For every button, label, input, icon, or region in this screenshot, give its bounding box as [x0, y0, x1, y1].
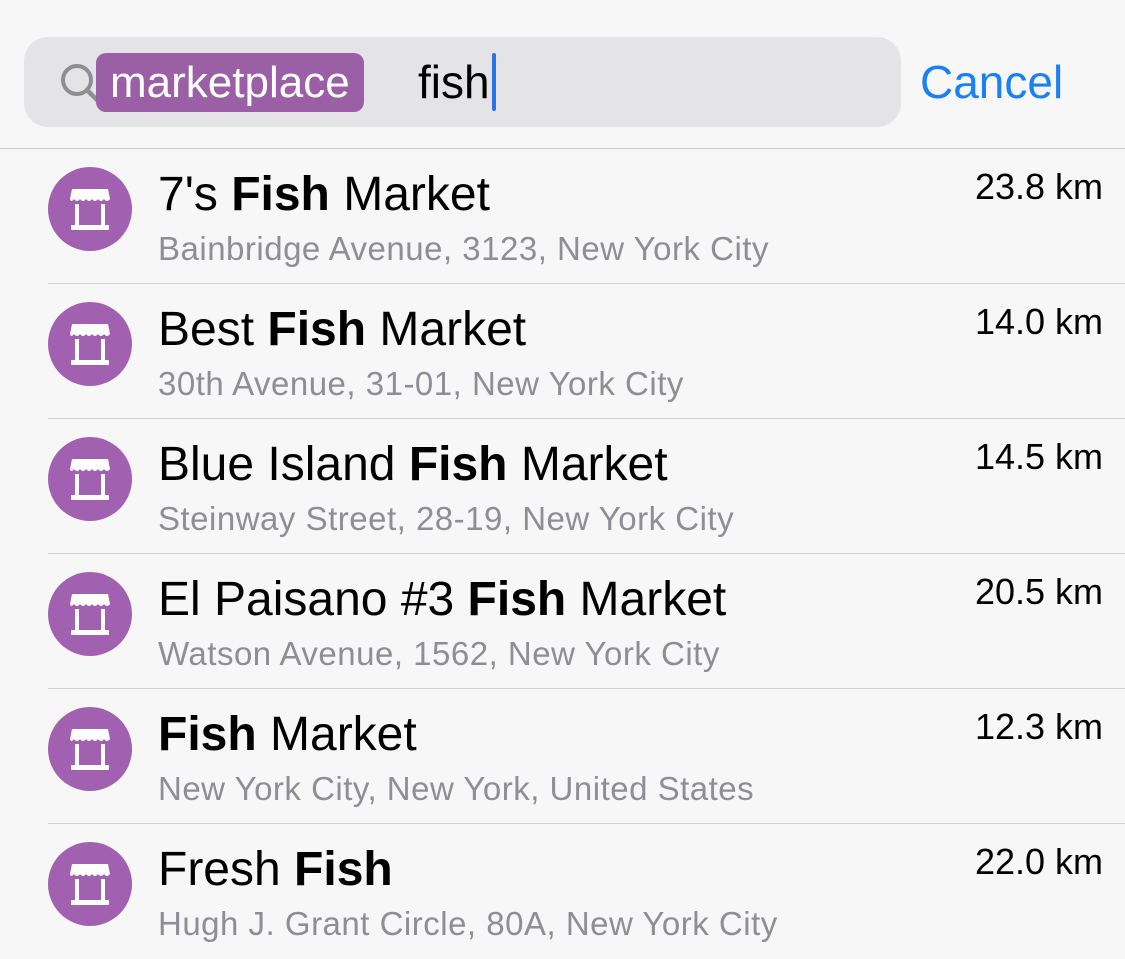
market-stall-icon — [70, 189, 110, 230]
market-stall-icon — [70, 729, 110, 770]
category-badge — [48, 302, 132, 386]
place-address: Steinway Street, 28-19, New York City — [158, 500, 735, 537]
cancel-button[interactable]: Cancel — [920, 56, 1064, 108]
result-row[interactable]: El Paisano #3 Fish Market Watson Avenue,… — [0, 554, 1125, 689]
place-address: 30th Avenue, 31-01, New York City — [158, 365, 684, 402]
category-badge — [48, 707, 132, 791]
market-stall-icon — [70, 864, 110, 905]
place-address: Watson Avenue, 1562, New York City — [158, 635, 720, 672]
category-badge — [48, 842, 132, 926]
place-distance: 20.5 km — [974, 571, 1103, 612]
place-name: 7's Fish Market — [158, 168, 490, 221]
category-badge — [48, 572, 132, 656]
result-row[interactable]: 7's Fish Market Bainbridge Avenue, 3123,… — [0, 149, 1125, 284]
result-row[interactable]: Blue Island Fish Market Steinway Street,… — [0, 419, 1125, 554]
place-name: Blue Island Fish Market — [158, 438, 668, 491]
category-badge — [48, 167, 132, 251]
row-divider — [48, 823, 1125, 824]
place-name: Best Fish Market — [158, 303, 527, 356]
search-query-text: fish — [418, 56, 490, 108]
result-row[interactable]: Best Fish Market 30th Avenue, 31-01, New… — [0, 284, 1125, 419]
results-list: 7's Fish Market Bainbridge Avenue, 3123,… — [0, 149, 1125, 959]
place-name: Fish Market — [158, 708, 417, 761]
place-address: Hugh J. Grant Circle, 80A, New York City — [158, 905, 778, 942]
category-token[interactable]: marketplace — [96, 53, 364, 112]
row-divider — [48, 688, 1125, 689]
place-address: Bainbridge Avenue, 3123, New York City — [158, 230, 769, 267]
place-distance: 23.8 km — [974, 166, 1103, 207]
place-distance: 22.0 km — [974, 841, 1103, 882]
place-name: Fresh Fish — [158, 843, 393, 896]
market-stall-icon — [70, 459, 110, 500]
place-distance: 14.0 km — [974, 301, 1103, 342]
place-distance: 14.5 km — [974, 436, 1103, 477]
text-cursor — [491, 53, 496, 111]
place-name: El Paisano #3 Fish Market — [158, 573, 727, 626]
search-bar-area: marketplace fish Cancel — [0, 0, 1125, 148]
divider — [0, 148, 1125, 149]
result-row[interactable]: Fish Market New York City, New York, Uni… — [0, 689, 1125, 824]
place-distance: 12.3 km — [974, 706, 1103, 747]
row-divider — [48, 553, 1125, 554]
market-stall-icon — [70, 324, 110, 365]
search-field[interactable]: marketplace fish — [24, 37, 901, 127]
place-address: New York City, New York, United States — [158, 770, 755, 807]
market-stall-icon — [70, 594, 110, 635]
row-divider — [48, 418, 1125, 419]
result-row[interactable]: Fresh Fish Hugh J. Grant Circle, 80A, Ne… — [0, 824, 1125, 959]
category-badge — [48, 437, 132, 521]
search-query[interactable]: fish — [418, 53, 496, 112]
row-divider — [48, 283, 1125, 284]
